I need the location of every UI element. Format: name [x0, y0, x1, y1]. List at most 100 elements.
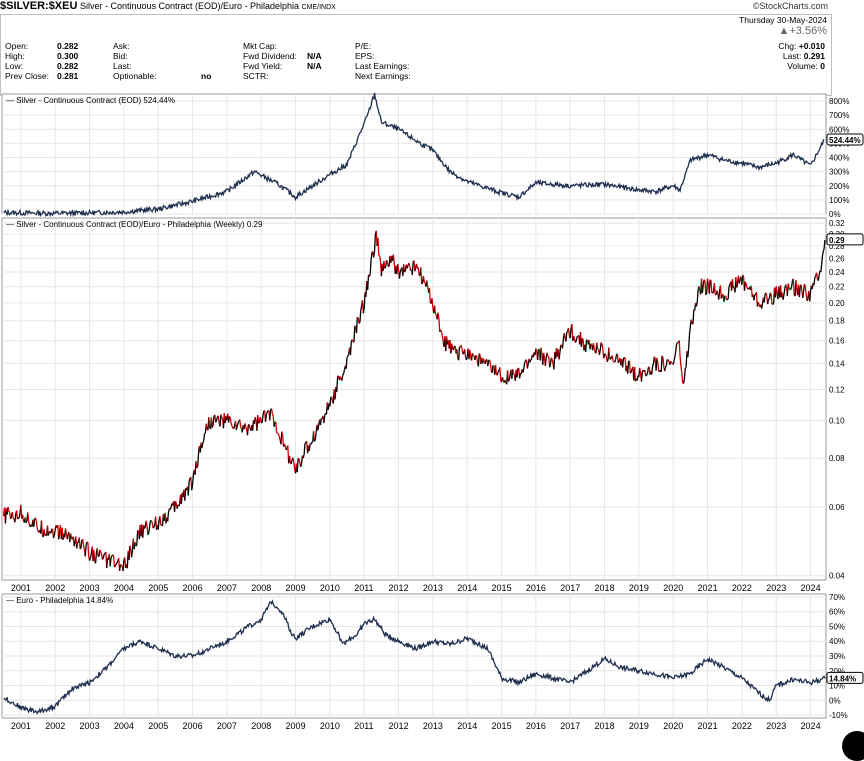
series-segment — [378, 238, 379, 255]
series-segment — [604, 354, 605, 358]
series-segment — [361, 306, 362, 310]
series-segment — [635, 367, 636, 381]
series-segment — [175, 501, 176, 503]
series-segment — [551, 358, 552, 360]
series-segment — [602, 344, 603, 348]
x-tick-label: 2009 — [286, 583, 306, 593]
series-segment — [203, 441, 204, 443]
series-segment — [213, 416, 214, 424]
series-segment — [810, 291, 811, 301]
series-segment — [231, 423, 232, 426]
series-segment — [158, 520, 159, 530]
series-segment — [662, 356, 663, 357]
series-segment — [823, 248, 824, 251]
series-segment — [356, 317, 357, 333]
series-segment — [293, 458, 294, 462]
series-segment — [788, 283, 789, 287]
series-segment — [286, 449, 287, 450]
series-segment — [241, 427, 242, 429]
series-segment — [272, 414, 273, 417]
series-segment — [97, 548, 98, 556]
x-tick-label: 2004 — [114, 721, 134, 731]
series-segment — [665, 365, 666, 367]
series-segment — [688, 348, 689, 357]
series-segment — [527, 365, 528, 369]
series-segment — [80, 548, 81, 549]
x-tick-label: 2001 — [11, 583, 31, 593]
y-tick-label: 0.10 — [829, 416, 845, 425]
series-segment — [768, 299, 769, 304]
series-segment — [407, 265, 408, 268]
series-segment — [714, 283, 715, 294]
series-segment — [612, 356, 613, 362]
series-segment — [709, 280, 710, 294]
series-segment — [675, 351, 676, 357]
series-segment — [699, 286, 700, 290]
series-segment — [54, 535, 55, 538]
series-segment — [67, 534, 68, 539]
series-segment — [693, 310, 694, 324]
series-segment — [457, 349, 458, 359]
series-segment — [255, 417, 256, 420]
series-segment — [560, 345, 561, 352]
legend-label: — Silver - Continuous Contract (EOD)/Eur… — [6, 220, 263, 229]
x-tick-label: 2007 — [217, 583, 237, 593]
series-segment — [576, 337, 577, 341]
series-segment — [657, 358, 658, 362]
series-segment — [222, 417, 223, 419]
euro-panel: -10%0%10%20%30%40%50%60%70%— Euro - Phil… — [2, 593, 863, 720]
y-tick-label: 700% — [829, 111, 849, 120]
series-segment — [266, 412, 267, 415]
series-segment — [618, 361, 619, 363]
series-segment — [711, 280, 712, 293]
series-segment — [83, 539, 84, 545]
series-segment — [192, 485, 193, 490]
series-segment — [702, 285, 703, 293]
series-segment — [123, 560, 124, 571]
series-segment — [393, 255, 394, 264]
series-segment — [435, 314, 436, 315]
y-tick-label: 0.06 — [829, 503, 845, 512]
series-segment — [743, 275, 744, 277]
series-segment — [631, 369, 632, 372]
y-tick-label: 200% — [829, 182, 849, 191]
series-segment — [441, 330, 442, 332]
x-tick-label: 2012 — [389, 721, 409, 731]
series-segment — [237, 423, 238, 426]
series-segment — [309, 444, 310, 451]
y-tick-label: 0.12 — [829, 385, 845, 394]
series-segment — [204, 434, 205, 441]
series-segment — [35, 518, 36, 521]
x-tick-label: 2024 — [801, 721, 821, 731]
series-segment — [658, 362, 659, 370]
series-segment — [459, 347, 460, 360]
series-segment — [107, 558, 108, 568]
series-segment — [477, 356, 478, 363]
x-tick-label: 2008 — [251, 583, 271, 593]
series-segment — [277, 433, 278, 434]
series-segment — [90, 558, 91, 561]
series-segment — [359, 322, 360, 323]
series-segment — [500, 367, 501, 380]
series-segment — [724, 296, 725, 301]
x-tick-label: 2007 — [217, 721, 237, 731]
series-segment — [684, 368, 685, 379]
series-segment — [101, 552, 102, 554]
series-segment — [291, 460, 292, 464]
series-segment — [110, 558, 111, 566]
series-segment — [770, 293, 771, 294]
series-segment — [168, 512, 169, 521]
series-segment — [652, 366, 653, 374]
x-tick-label: 2014 — [457, 583, 477, 593]
series-segment — [189, 478, 190, 481]
x-tick-label: 2002 — [45, 721, 65, 731]
series-segment — [566, 332, 567, 341]
series-segment — [544, 353, 545, 357]
series-segment — [593, 343, 594, 348]
series-segment — [26, 521, 27, 523]
series-segment — [776, 286, 777, 293]
series-segment — [497, 372, 498, 375]
series-segment — [276, 422, 277, 433]
series-segment — [601, 342, 602, 344]
series-segment — [461, 345, 462, 349]
